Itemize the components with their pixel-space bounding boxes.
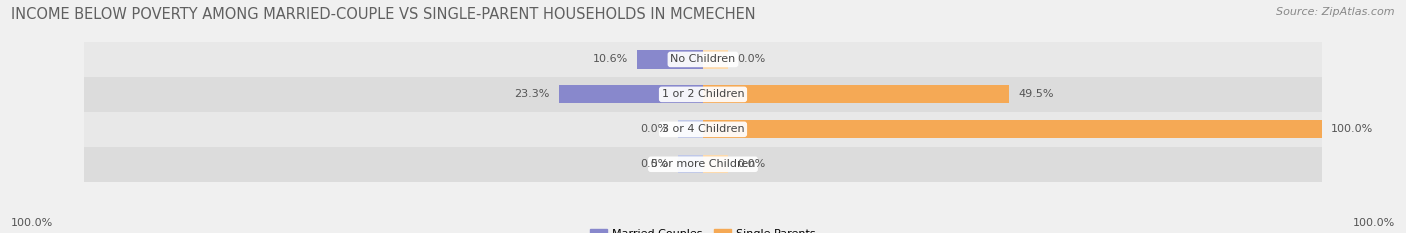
Text: 5 or more Children: 5 or more Children bbox=[651, 159, 755, 169]
Text: 23.3%: 23.3% bbox=[515, 89, 550, 99]
Bar bbox=[84, 77, 1322, 112]
Text: 0.0%: 0.0% bbox=[641, 159, 669, 169]
Bar bbox=[703, 50, 728, 69]
Text: 100.0%: 100.0% bbox=[1331, 124, 1374, 134]
Text: INCOME BELOW POVERTY AMONG MARRIED-COUPLE VS SINGLE-PARENT HOUSEHOLDS IN MCMECHE: INCOME BELOW POVERTY AMONG MARRIED-COUPL… bbox=[11, 7, 756, 22]
Text: 100.0%: 100.0% bbox=[1353, 218, 1395, 228]
Bar bbox=[703, 120, 1322, 138]
Text: No Children: No Children bbox=[671, 55, 735, 64]
Text: 49.5%: 49.5% bbox=[1018, 89, 1054, 99]
Text: 3 or 4 Children: 3 or 4 Children bbox=[662, 124, 744, 134]
Bar bbox=[703, 155, 728, 173]
Bar bbox=[637, 50, 703, 69]
Legend: Married Couples, Single Parents: Married Couples, Single Parents bbox=[591, 229, 815, 233]
Bar bbox=[84, 147, 1322, 182]
Bar bbox=[678, 120, 703, 138]
Text: Source: ZipAtlas.com: Source: ZipAtlas.com bbox=[1277, 7, 1395, 17]
Bar bbox=[558, 85, 703, 103]
Text: 0.0%: 0.0% bbox=[737, 55, 765, 64]
Text: 10.6%: 10.6% bbox=[593, 55, 628, 64]
Text: 0.0%: 0.0% bbox=[641, 124, 669, 134]
Bar bbox=[678, 155, 703, 173]
Bar bbox=[84, 112, 1322, 147]
Text: 100.0%: 100.0% bbox=[11, 218, 53, 228]
Text: 1 or 2 Children: 1 or 2 Children bbox=[662, 89, 744, 99]
Bar bbox=[84, 42, 1322, 77]
Bar bbox=[703, 85, 1010, 103]
Text: 0.0%: 0.0% bbox=[737, 159, 765, 169]
